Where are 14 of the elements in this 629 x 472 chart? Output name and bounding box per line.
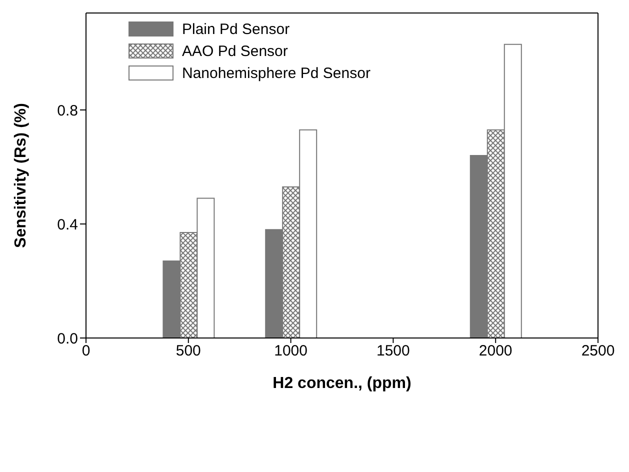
y-tick-label: 0.4 xyxy=(57,216,78,234)
legend-label: Plain Pd Sensor xyxy=(182,20,290,38)
y-axis-title: Sensitivity (Rs) (%) xyxy=(12,103,30,248)
legend-label: Nanohemisphere Pd Sensor xyxy=(182,64,370,82)
x-tick-label: 1500 xyxy=(376,342,410,360)
x-tick-label: 2000 xyxy=(478,342,512,360)
x-tick-label: 2500 xyxy=(581,342,615,360)
x-tick-label: 1000 xyxy=(274,342,308,360)
x-tick-label: 0 xyxy=(82,342,90,360)
x-tick-label: 500 xyxy=(176,342,201,360)
x-axis-title: H2 concen., (ppm) xyxy=(272,375,412,392)
legend-label: AAO Pd Sensor xyxy=(182,42,288,60)
y-tick-label: 0.8 xyxy=(57,102,78,120)
y-tick-label: 0.0 xyxy=(57,330,78,348)
